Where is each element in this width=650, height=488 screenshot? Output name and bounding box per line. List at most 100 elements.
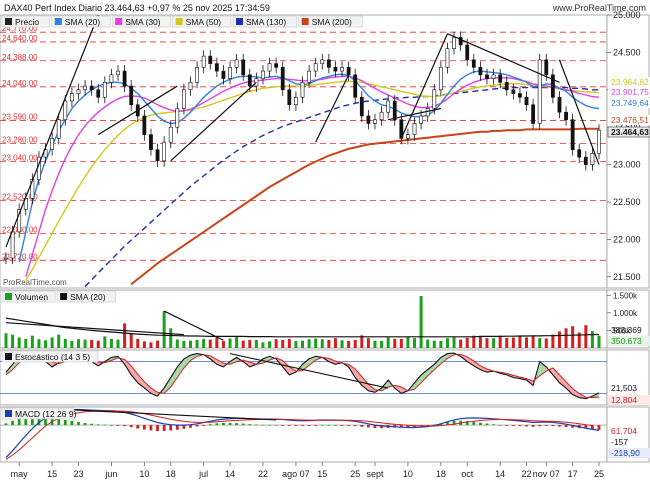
candle [142, 109, 147, 141]
panel-frame [0, 406, 608, 463]
volume-bar [380, 340, 384, 348]
stoch-fill [223, 361, 231, 367]
stoch-fill [368, 384, 375, 393]
volume-bar [57, 334, 61, 348]
candle [524, 91, 529, 111]
macd-hist-bar [571, 425, 575, 428]
volume-bar [333, 338, 337, 348]
macd-hist-bar [406, 425, 410, 428]
series-sma200 [130, 127, 599, 286]
candle [583, 151, 588, 171]
candle [340, 61, 344, 78]
volume-bar [571, 326, 575, 348]
macd-hist-bar [551, 425, 555, 427]
candle [471, 53, 476, 74]
macd-hist-bar [399, 425, 403, 428]
candle [386, 95, 391, 119]
volume-bar [386, 337, 390, 348]
x-tick-label: 14 [495, 469, 505, 479]
stoch-fill [440, 353, 448, 364]
x-tick-label: 25 [350, 469, 360, 479]
value-label-sma200: 23.476,51 [608, 115, 650, 125]
panel-frame [0, 14, 608, 289]
macd-hist-bar [103, 424, 107, 426]
volume-panel: 1.500k 1.000k 500k Volumen SMA (20) 383.36935… [1, 290, 650, 348]
x-tick-label: 22 [522, 469, 532, 479]
macd-hist-bar [83, 422, 87, 426]
volume-bar [426, 339, 430, 348]
svg-text:-218,90: -218,90 [611, 448, 640, 458]
macd-hist-bar [307, 425, 311, 426]
volume-bar [511, 337, 515, 348]
candle [537, 53, 542, 130]
volume-bar [70, 340, 74, 348]
macd-hist-bar [261, 424, 265, 426]
macd-hist-bar [24, 416, 28, 426]
volume-bar [320, 339, 324, 348]
stoch-fill [150, 388, 158, 397]
x-tick-label: 23 [73, 469, 83, 479]
volume-bar [557, 331, 561, 348]
volume-bar [11, 334, 15, 348]
candle [518, 87, 522, 104]
macd-hist-bar [281, 425, 285, 426]
volume-bar [551, 334, 555, 348]
macd-hist-bar [11, 420, 14, 426]
value-label-volume-sma: 383.369 [611, 325, 642, 335]
macd-hist-bar [169, 425, 173, 431]
candle [373, 113, 377, 130]
volume-bar [254, 339, 258, 348]
macd-hist-bar [215, 423, 219, 426]
volume-bar [538, 338, 542, 348]
candle [445, 42, 450, 74]
value-label-stoch-d: 12,804 [608, 395, 650, 405]
macd-hist-bar [175, 425, 179, 430]
trendline [447, 33, 560, 83]
candle [353, 68, 358, 104]
candle [485, 68, 489, 85]
volume-bar [525, 337, 529, 348]
x-tick-label: nov 07 [533, 469, 560, 479]
volume-bar [221, 340, 225, 348]
stoch-fill [539, 361, 547, 376]
volume-bar [182, 340, 186, 348]
macd-hist-bar [426, 425, 430, 426]
macd-hist-bar [44, 417, 47, 426]
x-tick-label: 18 [436, 469, 446, 479]
candle [168, 121, 173, 149]
volume-bar [492, 338, 496, 348]
value-label-sma30: 23.901,75 [608, 87, 650, 97]
panel-axis-frame [606, 14, 650, 289]
macd-hist-bar [597, 425, 601, 430]
watermark: ProRealTime.com [3, 278, 67, 287]
macd-hist-bar [70, 420, 74, 426]
candle [465, 38, 470, 66]
stoch-trendline [229, 353, 389, 389]
chart-title: DAX40 Perf Index Diario 23.464,63 +0,97 … [4, 3, 270, 13]
volume-bar [393, 338, 397, 348]
volume-bar [531, 335, 535, 348]
candle [590, 147, 595, 171]
volume-bar [142, 341, 146, 348]
candle [175, 102, 180, 134]
macd-hist-bar [366, 425, 370, 428]
legend-item-sma20: SMA (20) [51, 15, 111, 28]
svg-text:383.369: 383.369 [611, 325, 642, 335]
volume-bar [50, 337, 54, 348]
macd-hist-bar [90, 423, 94, 426]
stoch-fill [566, 381, 573, 395]
legend-item-price: Precio [1, 15, 51, 28]
svg-text:MACD (12 26 9): MACD (12 26 9) [15, 409, 77, 419]
candle [570, 113, 575, 156]
value-label-macd: 61,704 [611, 426, 637, 436]
macd-hist-bar [380, 425, 383, 429]
macd-hist-bar [511, 425, 515, 426]
macd-hist-bar [30, 415, 34, 426]
volume-bar [129, 333, 133, 348]
svg-text:23.476,51: 23.476,51 [611, 115, 649, 125]
x-tick-label: 15 [317, 469, 327, 479]
macd-hist-bar [538, 425, 542, 427]
volume-bar [307, 339, 311, 348]
level-label: 24.640,00 [2, 34, 38, 43]
volume-bar [360, 335, 364, 348]
